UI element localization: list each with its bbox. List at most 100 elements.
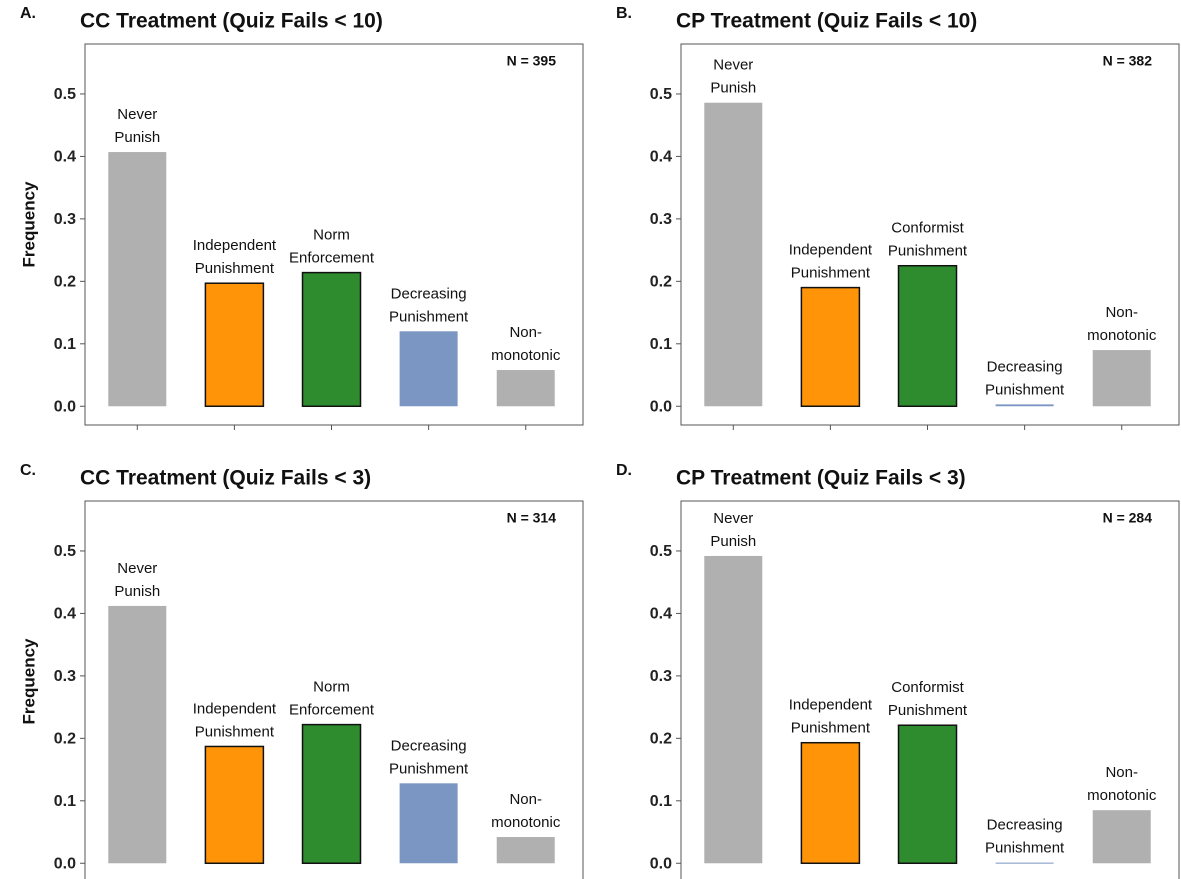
annotation: N = 314 [507, 510, 557, 526]
panel-title: CC Treatment (Quiz Fails < 3) [80, 467, 371, 490]
category-label: Punishment [888, 243, 968, 260]
y-tick-label: 0.3 [650, 211, 672, 228]
y-tick-label: 0.3 [650, 668, 672, 685]
y-tick-label: 0.4 [54, 606, 76, 623]
bar [800, 286, 861, 408]
plot-frame [84, 43, 584, 426]
y-tick-label: 0.4 [54, 149, 76, 166]
category-label: Independent [789, 697, 873, 714]
category-label: Punishment [791, 265, 871, 282]
y-tick-label: 0.2 [650, 274, 672, 291]
category-label: Punishment [389, 760, 469, 777]
annotation: N = 395 [507, 53, 557, 69]
category-label: Punishment [389, 308, 469, 325]
y-tick-label: 0.1 [54, 336, 76, 353]
category-label: Non- [509, 324, 542, 341]
bar [897, 264, 958, 408]
category-label: Punishment [888, 702, 968, 719]
category-label: Enforcement [289, 250, 375, 267]
category-label: Punish [114, 129, 160, 146]
annotation: N = 382 [1103, 53, 1153, 69]
y-axis-label: Frequency [19, 181, 38, 268]
y-tick-label: 0.1 [650, 336, 672, 353]
category-label: Never [117, 560, 157, 577]
category-label: Punishment [195, 723, 275, 740]
y-tick-label: 0.4 [650, 149, 672, 166]
y-tick-label: 0.5 [54, 543, 76, 560]
category-label: Independent [789, 242, 873, 259]
category-label: Punishment [195, 260, 275, 277]
category-label: Never [713, 57, 753, 74]
y-tick-label: 0.1 [54, 793, 76, 810]
category-label: Punish [710, 80, 756, 97]
category-label: Norm [313, 679, 350, 696]
y-tick-label: 0.5 [650, 543, 672, 560]
panel-title: CC Treatment (Quiz Fails < 10) [80, 10, 383, 33]
category-label: Punish [710, 533, 756, 550]
panel-title: CP Treatment (Quiz Fails < 10) [676, 10, 977, 33]
category-label: Punishment [985, 381, 1065, 398]
bar [301, 723, 362, 865]
y-tick-label: 0.3 [54, 211, 76, 228]
category-label: Enforcement [289, 702, 375, 719]
panel-letter: A. [20, 5, 36, 22]
y-tick-label: 0.0 [54, 855, 76, 872]
y-tick-label: 0.0 [650, 398, 672, 415]
bar [399, 331, 458, 407]
category-label: Non- [1105, 764, 1138, 781]
y-tick-label: 0.1 [650, 793, 672, 810]
bar [496, 837, 555, 864]
bar [1092, 350, 1151, 407]
bar [204, 282, 265, 408]
y-tick-label: 0.5 [650, 86, 672, 103]
bar [108, 605, 167, 864]
y-tick-label: 0.2 [54, 274, 76, 291]
category-label: Conformist [891, 679, 964, 696]
y-tick-label: 0.2 [54, 731, 76, 748]
y-tick-label: 0.0 [54, 398, 76, 415]
category-label: Never [117, 106, 157, 123]
y-tick-label: 0.4 [650, 606, 672, 623]
category-label: monotonic [491, 814, 561, 831]
category-label: Punishment [985, 840, 1065, 857]
category-label: monotonic [1087, 787, 1157, 804]
bar [897, 724, 958, 865]
bar [1092, 810, 1151, 864]
panel-title: CP Treatment (Quiz Fails < 3) [676, 467, 966, 490]
y-axis-label: Frequency [19, 638, 38, 725]
y-tick-label: 0.2 [650, 731, 672, 748]
bar [704, 555, 763, 864]
category-label: Punish [114, 583, 160, 600]
bar [108, 152, 167, 407]
category-label: Non- [509, 791, 542, 808]
bar [496, 370, 555, 407]
bar [995, 862, 1054, 864]
y-tick-label: 0.3 [54, 668, 76, 685]
bar [399, 783, 458, 864]
category-label: Punishment [791, 720, 871, 737]
plot-frame [84, 500, 584, 879]
category-label: Non- [1105, 304, 1138, 321]
y-tick-label: 0.0 [650, 855, 672, 872]
category-label: Norm [313, 227, 350, 244]
category-label: monotonic [491, 347, 561, 364]
panel-letter: D. [616, 462, 632, 479]
plot-frame [680, 43, 1180, 426]
category-label: Conformist [891, 220, 964, 237]
plot-frame [680, 500, 1180, 879]
bar [301, 271, 362, 408]
category-label: Independent [193, 700, 277, 717]
category-label: monotonic [1087, 327, 1157, 344]
y-tick-label: 0.5 [54, 86, 76, 103]
annotation: N = 284 [1103, 510, 1153, 526]
panel-letter: B. [616, 5, 632, 22]
bar [204, 745, 265, 865]
bar [704, 102, 763, 407]
category-label: Never [713, 510, 753, 527]
category-label: Decreasing [987, 358, 1063, 375]
panel-letter: C. [20, 462, 36, 479]
category-label: Decreasing [391, 737, 467, 754]
bar [800, 741, 861, 865]
category-label: Decreasing [987, 817, 1063, 834]
